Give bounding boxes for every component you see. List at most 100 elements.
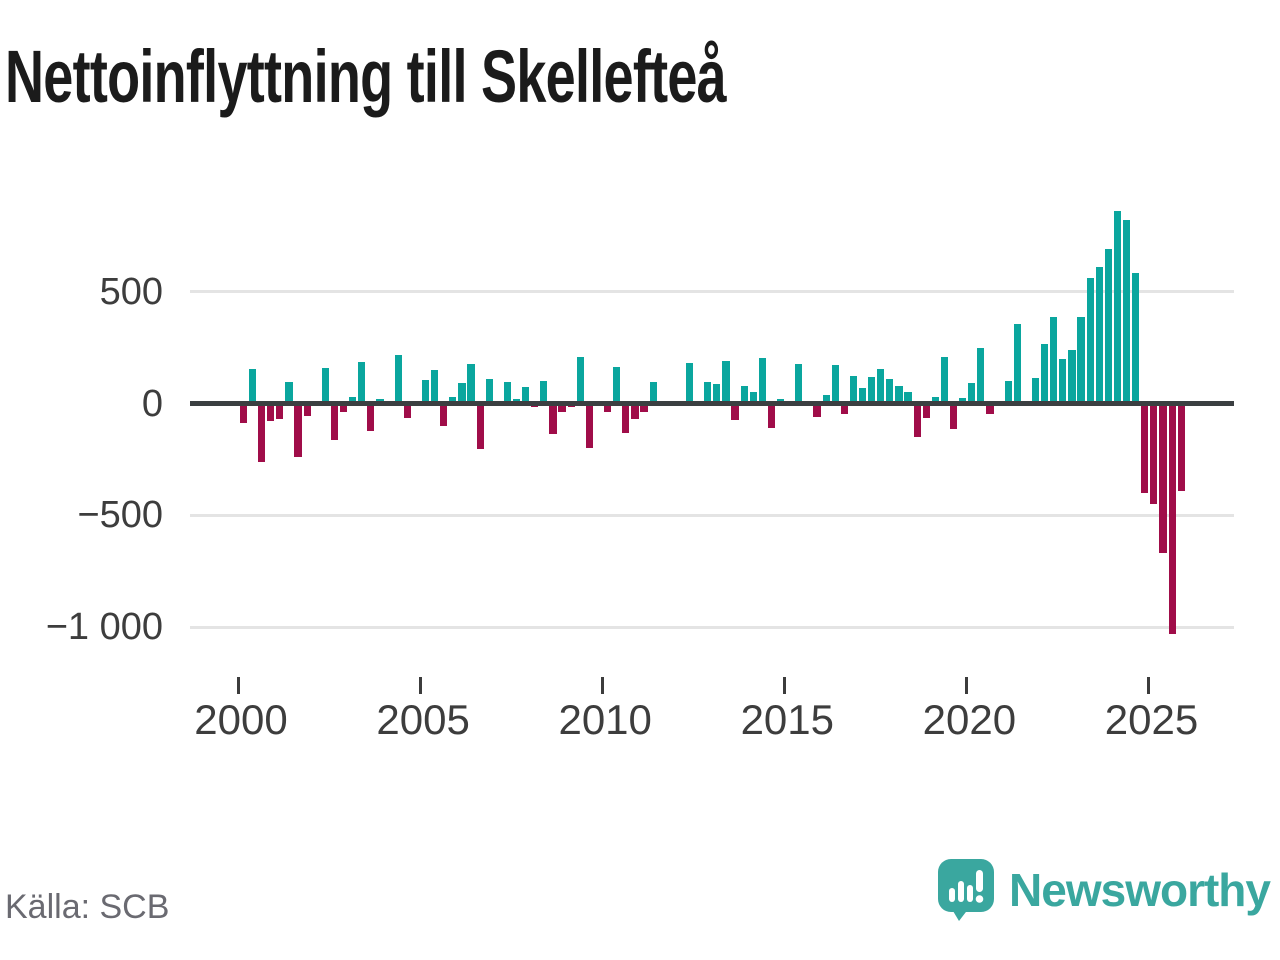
- bar: [685, 363, 694, 404]
- bar: [1059, 358, 1067, 404]
- bar: [294, 403, 302, 458]
- x-axis-tick: [782, 677, 786, 694]
- bar: [1013, 324, 1021, 404]
- bar: [931, 396, 939, 404]
- bar: [986, 403, 994, 414]
- bar: [458, 383, 466, 404]
- bar: [868, 376, 876, 404]
- bar: [1004, 381, 1012, 404]
- bar: [1168, 403, 1176, 634]
- bar: [1159, 403, 1167, 554]
- bar: [421, 380, 430, 404]
- bar: [959, 397, 967, 404]
- bar: [503, 382, 512, 404]
- gridline: [190, 290, 1234, 294]
- bar: [749, 392, 757, 404]
- y-axis-label: −500: [77, 494, 163, 537]
- bar: [440, 403, 448, 426]
- bar: [649, 382, 657, 404]
- x-axis-label: 2005: [376, 696, 470, 743]
- bar: [303, 403, 311, 416]
- bar: [1104, 249, 1112, 404]
- bar: [840, 403, 848, 414]
- gridline: [190, 625, 1234, 629]
- bar: [1095, 267, 1103, 404]
- bar: [522, 386, 530, 404]
- bar: [767, 403, 776, 429]
- bar: [1031, 377, 1040, 404]
- bar: [631, 403, 639, 420]
- newsworthy-brand: Newsworthy: [937, 858, 1271, 922]
- x-axis-tick: [600, 677, 604, 694]
- bar: [321, 367, 329, 404]
- bar: [403, 403, 411, 419]
- bar: [431, 369, 439, 404]
- bar: [267, 403, 275, 422]
- bar: [449, 396, 457, 404]
- bar: [330, 403, 339, 441]
- y-axis-label: 0: [141, 382, 163, 425]
- bar: [1113, 211, 1122, 404]
- bar: [467, 364, 475, 404]
- y-axis-label: 500: [99, 270, 163, 313]
- bar: [1068, 349, 1076, 404]
- newsworthy-wordmark: Newsworthy: [1009, 864, 1271, 916]
- bar: [977, 347, 985, 404]
- bar: [339, 403, 348, 413]
- bar: [886, 378, 894, 404]
- bar: [549, 403, 557, 434]
- bar: [1132, 272, 1140, 404]
- bar: [576, 356, 584, 404]
- x-axis-label: 2000: [194, 696, 288, 743]
- bar: [1150, 403, 1158, 505]
- bar: [1041, 344, 1049, 404]
- x-axis-tick: [1147, 677, 1150, 694]
- bar: [394, 355, 402, 404]
- bar: [258, 403, 266, 462]
- bar: [622, 403, 630, 433]
- bar: [585, 403, 593, 449]
- bar: [713, 384, 721, 404]
- bar: [367, 403, 375, 432]
- bar: [485, 378, 493, 404]
- x-axis-label: 2020: [922, 696, 1017, 743]
- bar: [722, 361, 730, 404]
- bar: [740, 385, 748, 404]
- bar: [795, 364, 803, 404]
- bar: [949, 403, 958, 430]
- newsworthy-speech-bubble-icon: [938, 859, 995, 921]
- gridline: [190, 513, 1234, 517]
- x-axis-tick: [236, 677, 240, 694]
- bar: [758, 357, 766, 404]
- bar: [1077, 317, 1085, 404]
- bar: [1086, 278, 1094, 404]
- bar: [822, 394, 830, 404]
- bar: [239, 403, 247, 423]
- bar: [904, 392, 912, 404]
- x-axis-tick: [418, 677, 422, 694]
- bar: [731, 403, 739, 421]
- bar: [604, 403, 612, 413]
- bar: [476, 403, 484, 450]
- bar: [276, 403, 284, 420]
- zero-axis-line: [190, 401, 1234, 406]
- x-axis-label: 2025: [1104, 696, 1199, 743]
- bar: [1141, 403, 1149, 493]
- x-axis-label: 2015: [740, 696, 835, 743]
- source-note: Källa: SCB: [5, 888, 170, 926]
- bar: [613, 366, 621, 404]
- bar: [640, 403, 648, 413]
- bar: [1122, 220, 1131, 404]
- x-axis-tick: [964, 677, 968, 694]
- bar: [895, 385, 903, 404]
- bar: [968, 383, 976, 404]
- y-axis-label: −1 000: [45, 606, 163, 649]
- bar: [940, 356, 949, 404]
- bar: [1050, 317, 1058, 404]
- bar: [248, 368, 257, 404]
- x-axis-label: 2010: [558, 696, 652, 743]
- bar: [285, 382, 293, 404]
- bar: [849, 375, 858, 404]
- bar: [1177, 403, 1185, 491]
